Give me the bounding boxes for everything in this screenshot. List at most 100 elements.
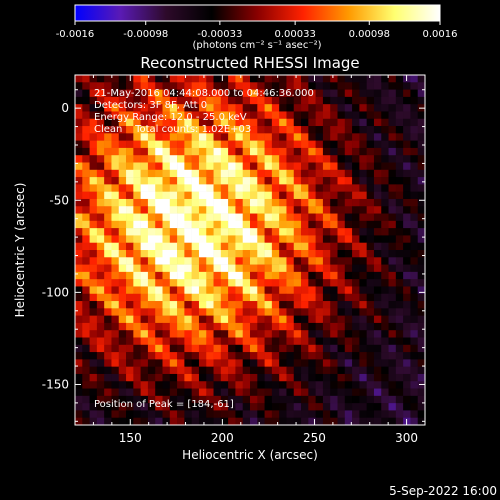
heatmap-cell <box>344 417 353 425</box>
x-tick-label: 200 <box>211 431 234 445</box>
heatmap-cell <box>293 75 302 83</box>
heatmap-cell <box>96 395 105 404</box>
heatmap-cell <box>89 250 98 258</box>
heatmap-cell <box>82 250 90 258</box>
heatmap-cell <box>410 373 419 382</box>
heatmap-cell <box>126 162 134 171</box>
heatmap-cell <box>286 410 295 419</box>
heatmap-cell <box>111 417 120 425</box>
heatmap-cell <box>395 89 404 98</box>
heatmap-cell <box>184 308 192 316</box>
heatmap-cell <box>337 213 346 222</box>
heatmap-cell <box>111 366 120 375</box>
colorbar-tick-label: -0.00033 <box>197 29 242 40</box>
heatmap-cell <box>235 220 244 229</box>
heatmap-cell <box>388 410 397 419</box>
heatmap-cell <box>235 381 244 389</box>
heatmap-cell <box>82 417 90 425</box>
heatmap-cell <box>388 330 397 338</box>
heatmap-cell <box>264 118 273 127</box>
heatmap-cell <box>228 228 236 236</box>
heatmap-cell <box>344 104 353 112</box>
heatmap-cell <box>213 213 222 222</box>
heatmap-cell <box>184 271 192 280</box>
heatmap-cell <box>403 126 411 134</box>
heatmap-cell <box>235 417 244 425</box>
heatmap-cell <box>330 330 338 338</box>
heatmap-cell <box>89 228 98 236</box>
heatmap-cell <box>344 155 353 163</box>
heatmap-cell <box>235 271 244 280</box>
heatmap-cell <box>308 198 316 207</box>
heatmap-cell <box>264 344 273 353</box>
heatmap-cell <box>198 155 207 163</box>
heatmap-cell <box>410 293 419 302</box>
heatmap-cell <box>242 410 251 419</box>
heatmap-cell <box>257 388 265 397</box>
heatmap-cell <box>388 140 397 149</box>
heatmap-cell <box>206 359 214 367</box>
heatmap-cell <box>191 395 200 404</box>
heatmap-cell <box>403 381 411 389</box>
heatmap-cell <box>177 395 185 404</box>
heatmap-cell <box>177 184 185 192</box>
heatmap-cell <box>89 206 98 214</box>
heatmap-cell <box>264 111 273 120</box>
heatmap-cell <box>337 126 346 134</box>
heatmap-cell <box>330 403 338 411</box>
heatmap-cell <box>403 395 411 404</box>
heatmap-cell <box>82 140 90 149</box>
heatmap-cell <box>322 279 331 287</box>
heatmap-cell <box>242 264 251 273</box>
heatmap-cell <box>147 388 156 397</box>
heatmap-cell <box>82 191 90 200</box>
heatmap-cell <box>344 191 353 200</box>
heatmap-cell <box>184 322 192 331</box>
heatmap-cell <box>155 147 163 156</box>
heatmap-cell <box>366 96 375 105</box>
heatmap-cell <box>373 169 382 178</box>
heatmap-cell <box>279 344 287 353</box>
heatmap-cell <box>373 359 382 367</box>
heatmap-cell <box>220 242 229 251</box>
heatmap-cell <box>96 220 105 229</box>
heatmap-cell <box>126 279 134 287</box>
heatmap-cell <box>388 206 397 214</box>
heatmap-cell <box>162 344 171 353</box>
heatmap-cell <box>75 220 83 229</box>
plot-frame <box>74 74 426 426</box>
heatmap-cell <box>366 293 375 302</box>
heatmap-cell <box>337 147 346 156</box>
heatmap-cell <box>213 344 222 353</box>
heatmap-cell <box>330 104 338 112</box>
heatmap-cell <box>206 250 214 258</box>
heatmap-cell <box>89 140 98 149</box>
heatmap-cell <box>308 271 316 280</box>
heatmap-cell <box>75 257 83 265</box>
heatmap-cell <box>359 301 367 309</box>
heatmap-cell <box>133 140 141 149</box>
heatmap-cell <box>140 147 149 156</box>
heatmap-cell <box>235 206 244 214</box>
heatmap-cell <box>410 140 419 149</box>
heatmap-cell <box>322 198 331 207</box>
heatmap-cell <box>169 293 178 302</box>
heatmap-cell <box>293 330 302 338</box>
heatmap-cell <box>410 104 419 112</box>
heatmap-cell <box>308 279 316 287</box>
heatmap-cell <box>279 264 287 273</box>
heatmap-cell <box>322 89 331 98</box>
heatmap-cell <box>315 352 324 360</box>
heatmap-cell <box>191 373 200 382</box>
heatmap-cell <box>169 257 178 265</box>
heatmap-cell <box>257 235 265 244</box>
heatmap-cell <box>417 111 425 120</box>
heatmap-cell <box>133 177 141 185</box>
heatmap-cell <box>126 177 134 185</box>
heatmap-cell <box>89 184 98 192</box>
heatmap-cell <box>410 359 419 367</box>
heatmap-cell <box>286 169 295 178</box>
heatmap-cell <box>75 155 83 163</box>
heatmap-cell <box>133 118 141 127</box>
heatmap-cell <box>177 271 185 280</box>
